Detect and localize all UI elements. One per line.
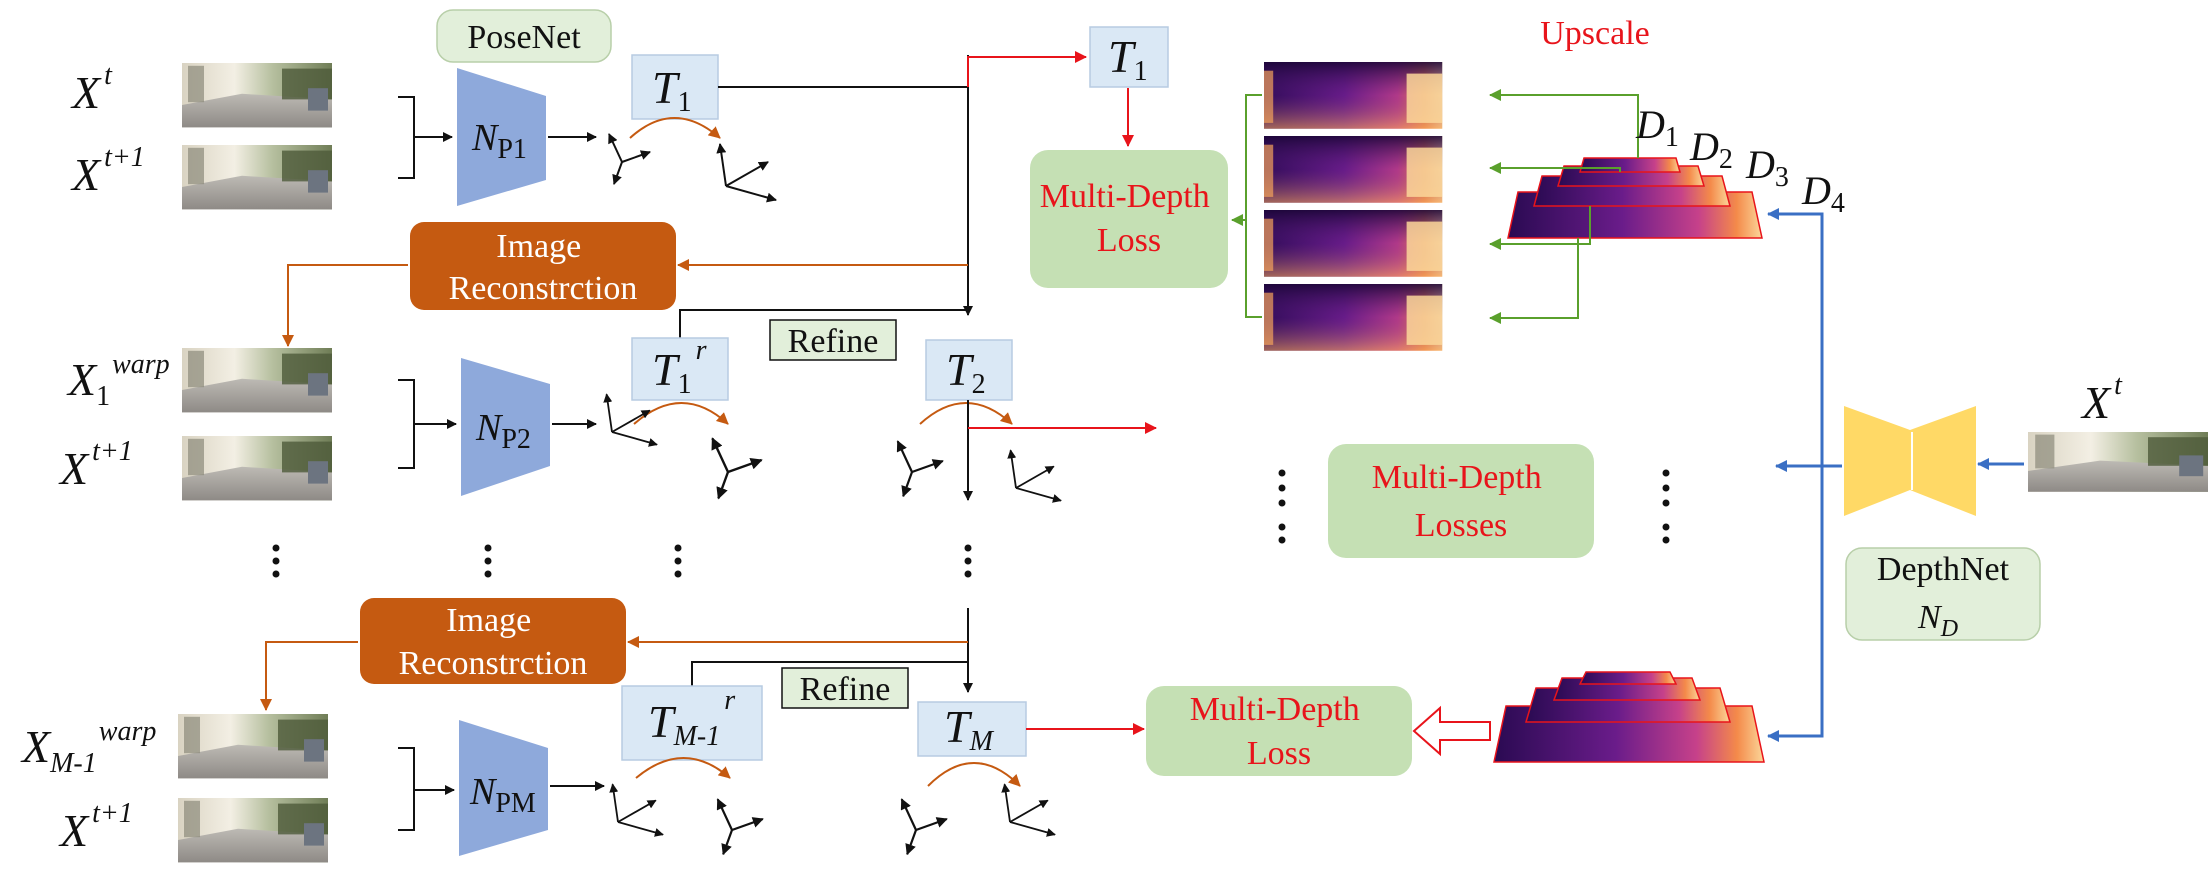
refine-label-1: Refine bbox=[788, 323, 879, 360]
depthnet-label-box bbox=[1845, 547, 2041, 641]
multi-depth-loss-top-label: Multi-Depth Loss bbox=[1040, 178, 1218, 259]
multi-depth-losses-mid-box bbox=[1328, 444, 1594, 558]
refine-box-1 bbox=[769, 319, 897, 361]
math-tm1-r: TM-1r bbox=[648, 685, 735, 752]
posenet-label-box bbox=[436, 9, 612, 63]
math-np1: NP1 bbox=[471, 117, 527, 165]
warped-image-xm1 bbox=[178, 714, 328, 779]
coordinate-frame-icon bbox=[1011, 450, 1061, 500]
posenet-np1 bbox=[457, 68, 546, 206]
depthnet-decoder bbox=[1910, 406, 1976, 516]
multi-depth-loss-top-box bbox=[1030, 150, 1228, 288]
posenet-label: PoseNet bbox=[467, 19, 581, 56]
pose-box-tm bbox=[917, 701, 1027, 757]
coordinate-frame-icon bbox=[902, 799, 947, 854]
image-reconstruction-box-2 bbox=[360, 598, 626, 684]
image-reconstruction-label-1: Image Reconstrction bbox=[449, 228, 638, 307]
pose-box-t2 bbox=[925, 339, 1013, 401]
input-image-xt-right bbox=[2028, 432, 2208, 492]
depthnet-label: DepthNet bbox=[1877, 551, 2010, 588]
math-x-warp-m: XM-1warp bbox=[20, 716, 156, 779]
upscaled-depth-maps bbox=[1264, 62, 1443, 351]
input-image-xt1-a bbox=[182, 145, 332, 210]
ellipsis-vertical-icon bbox=[272, 469, 1670, 578]
pose-box-t1 bbox=[631, 54, 719, 120]
depthnet-encoder bbox=[1844, 406, 1910, 516]
coordinate-frame-icon bbox=[609, 134, 650, 184]
math-t2: T2 bbox=[946, 344, 986, 400]
warped-image-x1 bbox=[182, 348, 332, 413]
math-d3: D3 bbox=[1745, 142, 1789, 193]
coordinate-frame-icon bbox=[720, 144, 776, 200]
multi-depth-losses-mid-label: Multi-Depth Losses bbox=[1372, 459, 1550, 544]
depth-pyramid-top bbox=[1507, 157, 1763, 239]
refine-label-2: Refine bbox=[800, 671, 891, 708]
pose-box-tm1-r bbox=[621, 685, 763, 761]
multi-depth-loss-bottom-box bbox=[1146, 686, 1412, 776]
input-image-xt1-b bbox=[182, 436, 332, 501]
posenet-npm bbox=[459, 720, 548, 856]
math-np2: NP2 bbox=[475, 407, 531, 455]
pose-box-t1-r bbox=[631, 337, 729, 401]
math-d1: D1 bbox=[1635, 102, 1679, 153]
math-d2: D2 bbox=[1689, 124, 1733, 175]
coordinate-frame-icon bbox=[607, 394, 657, 444]
refine-box-2 bbox=[781, 667, 909, 709]
math-npm: NPM bbox=[469, 771, 536, 819]
input-image-xt1-c bbox=[178, 798, 328, 863]
coordinate-frame-icon bbox=[712, 438, 761, 498]
coordinate-frame-icon bbox=[718, 799, 763, 854]
image-reconstruction-box-1 bbox=[410, 222, 676, 310]
coordinate-frame-icon bbox=[898, 441, 943, 496]
upscale-label: Upscale bbox=[1540, 15, 1650, 52]
depth-pyramid-bottom bbox=[1493, 671, 1765, 763]
coordinate-frame-icon bbox=[613, 784, 663, 834]
input-image-xt bbox=[182, 63, 332, 128]
math-d4: D4 bbox=[1801, 168, 1845, 219]
math-x-warp-1: X1warp bbox=[66, 349, 170, 412]
math-t1-top: T1 bbox=[1108, 31, 1148, 87]
image-reconstruction-label-2: Image Reconstrction bbox=[399, 602, 588, 682]
hollow-arrow bbox=[1412, 705, 1491, 757]
pose-box-t1-top bbox=[1089, 26, 1169, 88]
posenet-np2 bbox=[461, 358, 550, 496]
math-t1-r: T1r bbox=[652, 335, 707, 400]
math-nd: ND bbox=[1917, 599, 1958, 642]
coordinate-frame-icon bbox=[1005, 784, 1055, 834]
math-t1-a: T1 bbox=[652, 62, 692, 118]
math-tm: TM bbox=[944, 701, 995, 757]
multi-depth-loss-bottom-label: Multi-Depth Loss bbox=[1190, 691, 1368, 772]
